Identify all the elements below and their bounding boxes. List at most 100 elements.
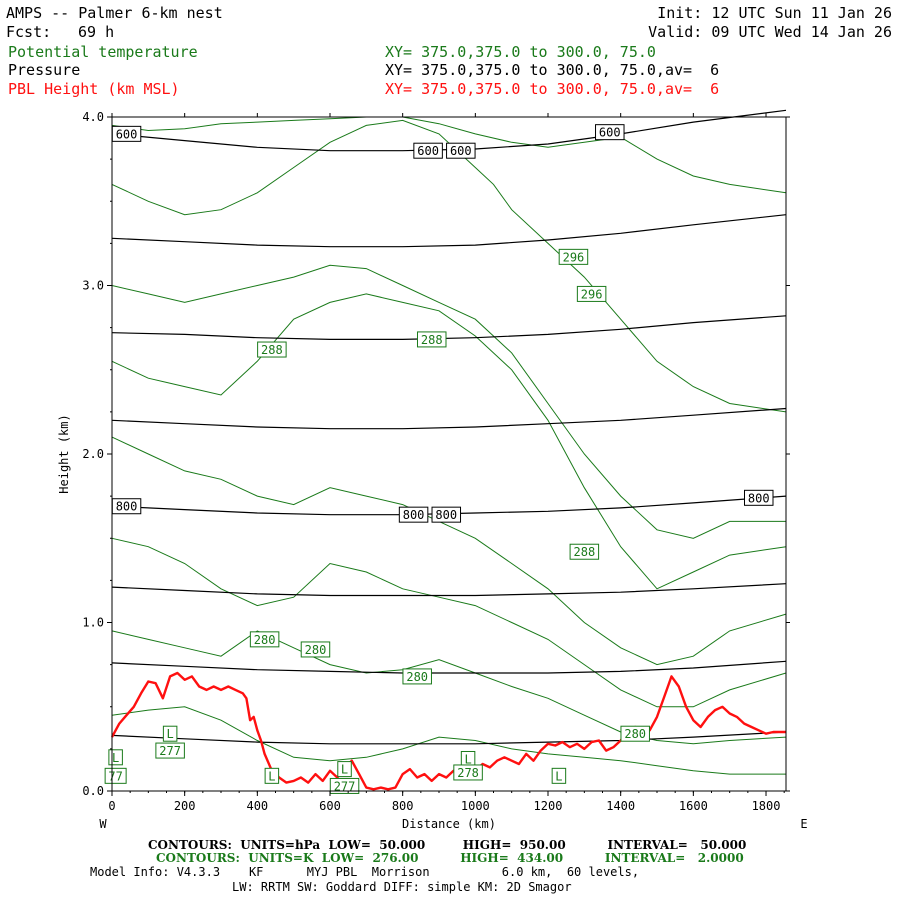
x-tick-label-0: 0 [108,799,115,813]
pressure-label-5: 800 [403,508,425,522]
theta-label-17: L [555,769,562,783]
pressure-contour-750 [111,407,787,430]
pressure-contours [111,109,787,745]
theta-contour-284 [111,436,787,666]
theta-label-5: 280 [254,633,276,647]
theta-label-2: 288 [261,343,283,357]
theta-contour-278 [111,706,786,775]
y-axis-label: Height (km) [57,414,71,493]
y-tick-label-4: 4.0 [82,110,104,124]
west-label: W [99,817,107,831]
x-tick-label-5: 1000 [461,799,490,813]
theta-label-4-box [569,543,600,560]
footer-model-info: Model Info: V4.3.3 KF MYJ PBL Morrison 6… [90,865,640,879]
y-tick-label-0: 0.0 [82,784,104,798]
theta-label-3-box [416,331,447,348]
theta-label-15: L [464,752,471,766]
x-axis-label: Distance (km) [402,817,496,831]
theta-label-12-box [264,767,280,784]
plot-title: AMPS -- Palmer 6-km nest [6,4,223,22]
theta-label-14: 277 [334,779,356,793]
theta-contour-280 [111,630,787,745]
theta-label-0-box [558,248,589,265]
pressure-contour-650 [111,214,787,248]
theta-label-16: 278 [457,766,479,780]
pressure-contour-700 [111,315,787,340]
theta-label-1-box [576,285,607,302]
theta-contour-292 [111,264,786,539]
valid-time: Valid: 09 UTC Wed 14 Jan 26 [648,23,892,41]
theta-contour-282 [111,537,787,708]
theta-label-10: L [112,751,119,765]
footer-theta-contours: CONTOURS: UNITS=K LOW= 276.00 HIGH= 434.… [156,851,744,865]
theta-label-11: 77 [108,769,122,783]
theta-label-4: 288 [574,545,596,559]
forecast-label: Fcst: [6,23,52,41]
field-pressure-name: Pressure [8,61,81,79]
x-tick-label-1: 200 [174,799,196,813]
pressure-label-6-box [431,506,462,523]
theta-label-9: L [167,727,174,741]
pressure-label-6: 800 [435,508,457,522]
footer-physics-info: LW: RRTM SW: Goddard DIFF: simple KM: 2D… [232,880,572,894]
pressure-label-4: 800 [116,500,138,514]
plot-frame [111,116,787,792]
field-pbl-name: PBL Height (km MSL) [8,80,180,98]
theta-label-0: 296 [563,250,585,264]
pressure-label-2-box [446,142,476,159]
pressure-label-7-box [743,489,774,506]
field-theta-name: Potential temperature [8,43,198,61]
pressure-label-1: 600 [417,144,439,158]
pressure-label-7: 800 [748,491,770,505]
x-tick-label-3: 600 [319,799,341,813]
x-tick-label-8: 1600 [679,799,708,813]
theta-label-18: 280 [624,727,646,741]
theta-label-7: 280 [406,670,428,684]
theta-label-2-box [257,341,287,358]
forecast-hour: 69 h [78,23,115,41]
theta-label-6-box [300,641,331,658]
field-pressure-xy: XY= 375.0,375.0 to 300.0, 75.0,av= 6 [385,61,720,79]
theta-label-7-box [402,668,432,685]
pressure-label-3: 600 [599,126,621,140]
pressure-contour-900 [111,660,787,674]
theta-label-11-box [104,767,127,784]
x-tick-label-9: 1800 [752,799,781,813]
theta-label-5-box [249,631,280,648]
pressure-label-5-box [398,506,429,523]
y-tick-label-3: 3.0 [82,279,104,293]
pbl-height-line [110,671,786,791]
theta-label-8: 277 [159,744,181,758]
theta-label-13-box [337,761,352,778]
theta-label-6: 280 [305,643,327,657]
pressure-label-0: 600 [116,127,138,141]
axes: 0 200 400 600 800 1000 1200 1400 1600 1800 0.0 1.0 2… [82,110,790,813]
pressure-label-1-box [413,142,443,159]
theta-label-17-box [551,767,567,784]
theta-label-14-box [329,777,360,794]
x-tick-label-7: 1400 [606,799,635,813]
theta-label-8-box [155,742,185,759]
theta-label-18-box [620,725,650,742]
theta-contours [111,116,787,775]
pressure-contour-950 [111,731,787,745]
y-tick-label-1: 1.0 [82,616,104,630]
pressure-label-2: 600 [450,144,472,158]
init-time: Init: 12 UTC Sun 11 Jan 26 [657,4,892,22]
x-tick-label-6: 1200 [534,799,563,813]
x-tick-label-2: 400 [246,799,268,813]
theta-label-3: 288 [421,333,443,347]
theta-label-16-box [453,764,483,781]
east-label: E [800,817,807,831]
theta-label-1: 296 [581,287,603,301]
theta-contour-288 [111,293,787,590]
theta-label-13: L [341,763,348,777]
y-tick-label-2: 2.0 [82,447,104,461]
field-theta-xy: XY= 375.0,375.0 to 300.0, 75.0 [385,43,656,61]
theta-label-12: L [268,769,275,783]
theta-contour-298 [111,116,787,194]
footer-pressure-contours: CONTOURS: UNITS=hPa LOW= 50.000 HIGH= 95… [148,838,747,852]
pressure-contour-850 [111,583,787,597]
